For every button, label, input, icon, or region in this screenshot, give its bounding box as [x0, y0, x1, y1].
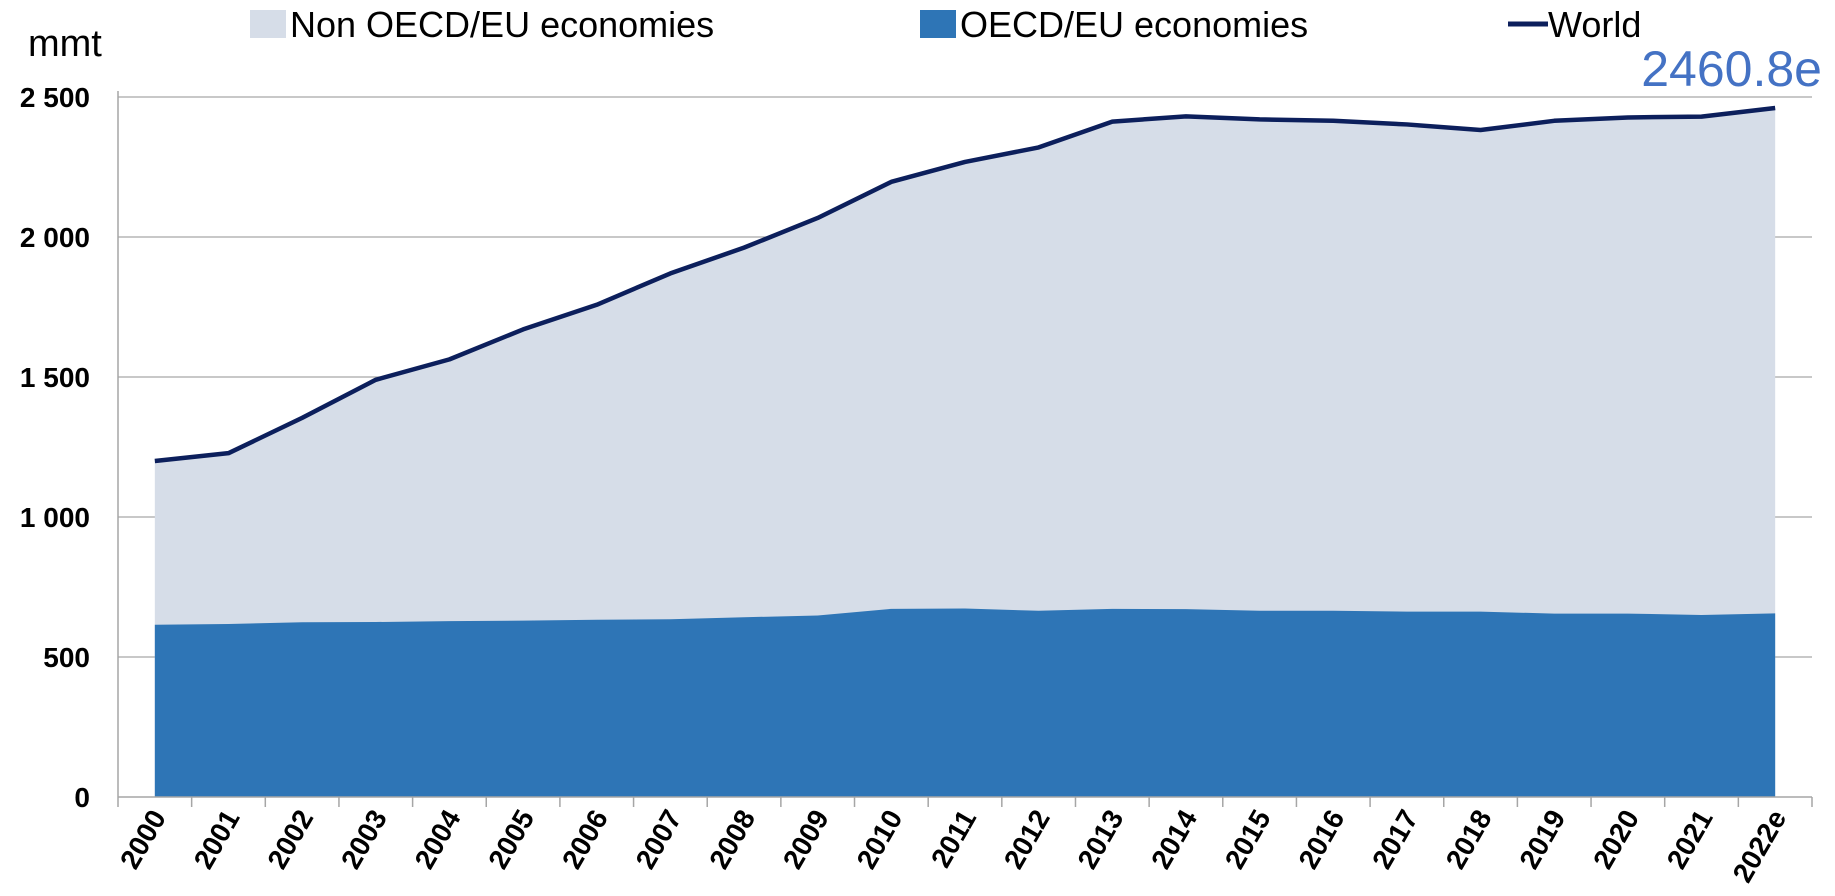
x-tick-label-2017: 2017 — [1366, 805, 1424, 874]
x-tick-label-2008: 2008 — [703, 805, 761, 874]
x-tick-label-2013: 2013 — [1072, 805, 1130, 874]
y-tick-labels: 0 500 1 000 1 500 2 000 2 500 — [20, 82, 90, 813]
x-tick-label-2011: 2011 — [925, 805, 982, 873]
area-oecd — [154, 608, 1776, 797]
x-tick-label-2014: 2014 — [1145, 804, 1203, 874]
x-tick-label-2005: 2005 — [482, 805, 540, 874]
x-tick-label-2021: 2021 — [1661, 805, 1719, 874]
x-tick-label-2003: 2003 — [335, 805, 393, 874]
x-tick-label-2004: 2004 — [409, 804, 467, 874]
y-tick-label-1000: 1 000 — [20, 502, 90, 533]
x-tick-label-2022e: 2022e — [1727, 805, 1793, 888]
x-tick-label-2010: 2010 — [851, 805, 909, 874]
x-tick-label-2009: 2009 — [777, 805, 835, 874]
end-value-annotation: 2460.8e — [1641, 41, 1822, 97]
y-tick-label-0: 0 — [74, 782, 90, 813]
x-tick-label-2019: 2019 — [1513, 805, 1571, 874]
x-tick-label-2012: 2012 — [998, 805, 1056, 874]
y-tick-label-500: 500 — [43, 642, 90, 673]
legend-label-non-oecd: Non OECD/EU economies — [290, 4, 714, 45]
y-tick-label-1500: 1 500 — [20, 362, 90, 393]
legend-swatch-oecd — [920, 10, 956, 38]
x-tick-label-2006: 2006 — [556, 805, 614, 874]
x-tick-label-2020: 2020 — [1587, 805, 1645, 874]
line-world — [154, 105, 1776, 464]
x-tick-label-2007: 2007 — [630, 805, 688, 874]
legend-swatch-non-oecd — [250, 10, 286, 38]
x-tick-labels: 2000 2001 2002 2003 2004 2005 2006 2007 2008 2009… — [114, 804, 1792, 887]
axes — [117, 91, 1813, 807]
x-tick-label-2016: 2016 — [1292, 805, 1350, 874]
legend-label-oecd: OECD/EU economies — [960, 4, 1308, 45]
legend: Non OECD/EU economies OECD/EU economies … — [250, 4, 1641, 45]
x-tick-label-2002: 2002 — [261, 805, 319, 874]
x-tick-label-2001: 2001 — [188, 805, 246, 874]
y-axis-unit-label: mmt — [28, 23, 102, 65]
x-tick-label-2018: 2018 — [1440, 805, 1498, 874]
x-tick-label-2015: 2015 — [1219, 805, 1277, 874]
x-tick-label-2000: 2000 — [114, 805, 172, 874]
y-tick-label-2000: 2 000 — [20, 222, 90, 253]
y-tick-label-2500: 2 500 — [20, 82, 90, 113]
plot-areas — [154, 105, 1776, 797]
legend-label-world: World — [1548, 4, 1641, 45]
